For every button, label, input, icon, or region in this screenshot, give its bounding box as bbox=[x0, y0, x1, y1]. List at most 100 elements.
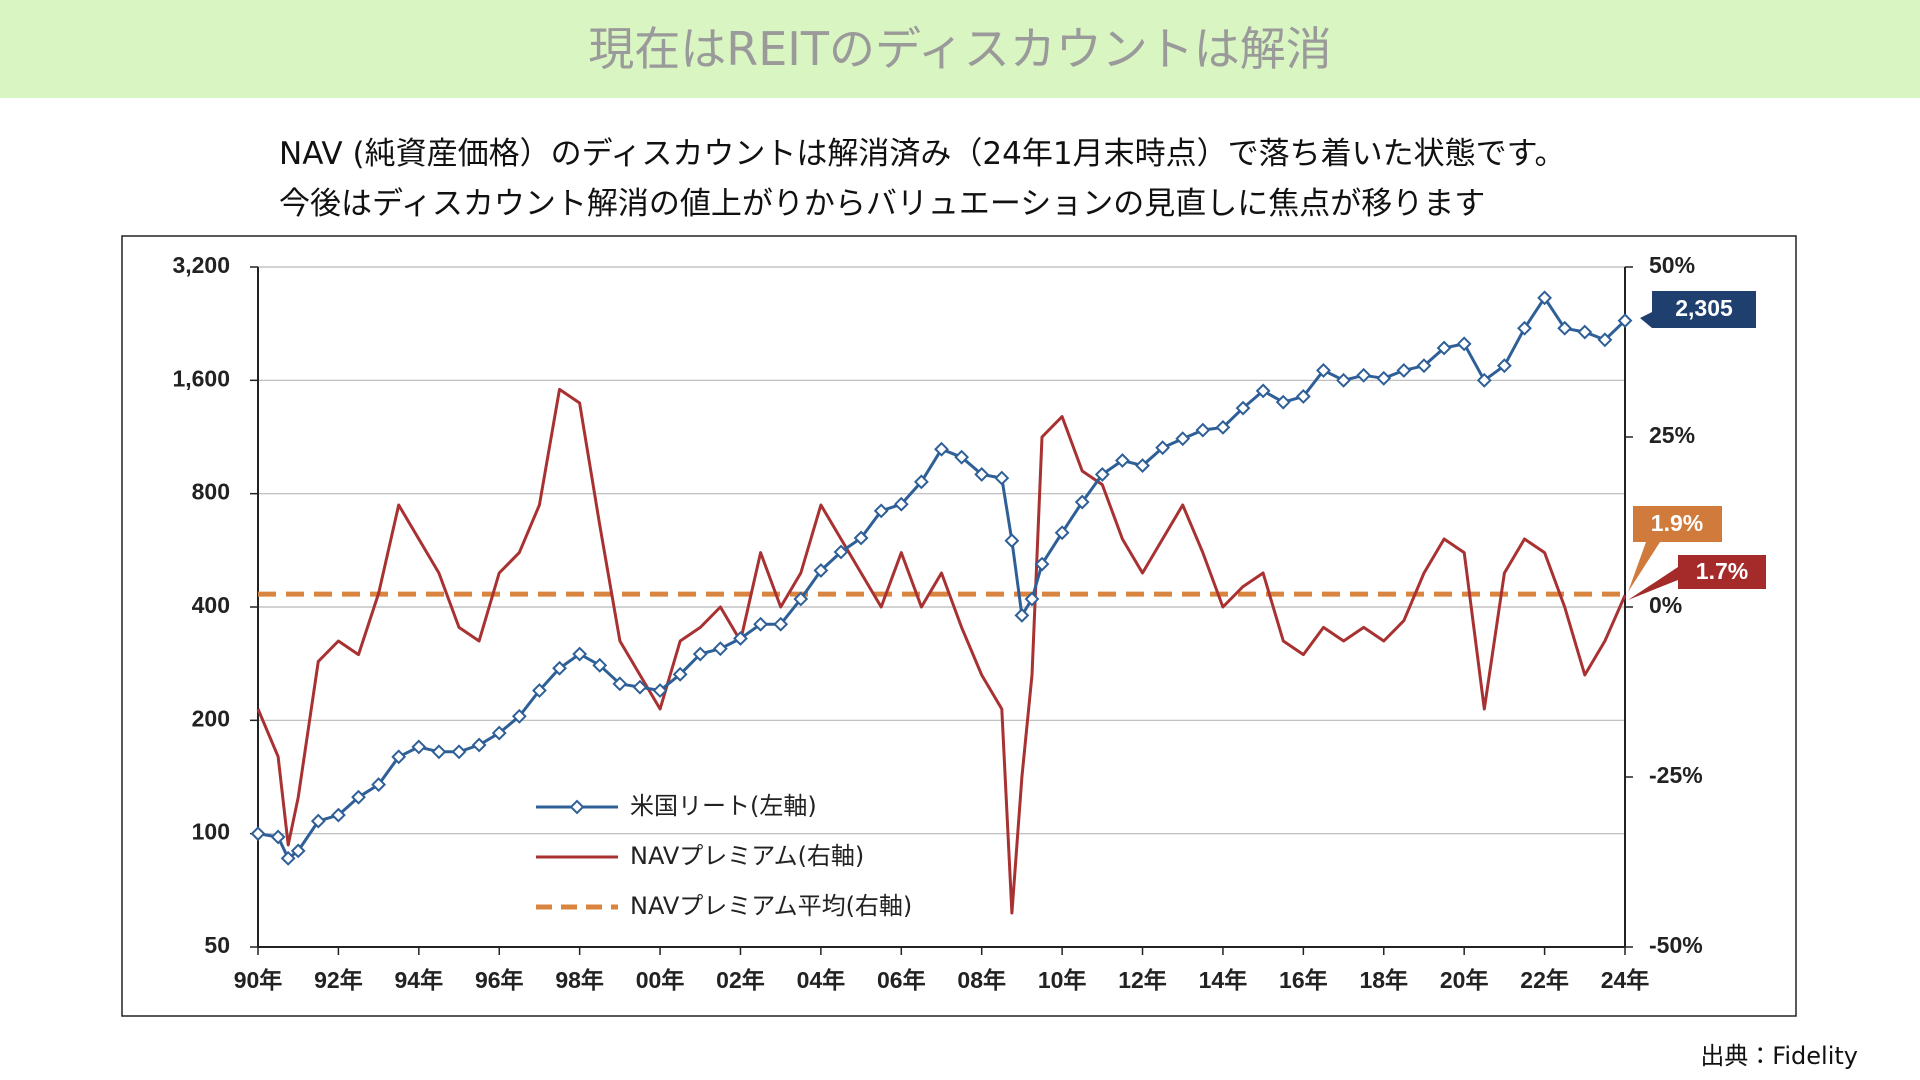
point-marker bbox=[793, 591, 809, 607]
x-tick-label: 02年 bbox=[716, 967, 765, 993]
legend-label: NAVプレミアム(右軸) bbox=[630, 842, 864, 870]
source: 出典：Fidelity bbox=[1700, 1042, 1858, 1070]
point-marker bbox=[873, 503, 889, 519]
point-marker bbox=[1295, 389, 1311, 404]
point-marker bbox=[954, 449, 970, 465]
point-marker bbox=[632, 679, 648, 695]
point-marker bbox=[1396, 363, 1412, 378]
point-marker bbox=[280, 850, 296, 866]
subtitle: 今後はディスカウント解消の値上がりからバリュエーションの見直しに焦点が移ります bbox=[279, 186, 1486, 222]
point-marker bbox=[1074, 494, 1090, 510]
x-tick-label: 20年 bbox=[1440, 967, 1489, 993]
point-marker bbox=[250, 826, 266, 842]
y2-tick-label: -50% bbox=[1649, 932, 1703, 958]
y-tick-label: 200 bbox=[192, 705, 230, 731]
y-tick-label: 1,600 bbox=[172, 365, 230, 391]
point-marker bbox=[532, 683, 547, 698]
point-marker bbox=[1054, 525, 1070, 541]
point-marker bbox=[833, 544, 849, 560]
y2-tick-label: -25% bbox=[1649, 762, 1703, 788]
subtitle: NAV (純資産価格）のディスカウントは解消済み（24年1月末時点）で落ち着いた… bbox=[279, 136, 1566, 172]
x-tick-label: 90年 bbox=[234, 967, 283, 993]
point-marker bbox=[431, 744, 447, 760]
chart-frame bbox=[121, 235, 1797, 1017]
point-marker bbox=[1004, 533, 1020, 549]
x-tick-label: 92年 bbox=[314, 967, 363, 993]
page-title: 現在はREITのディスカウントは解消 bbox=[0, 0, 1920, 98]
point-marker bbox=[994, 470, 1010, 486]
point-marker bbox=[310, 813, 326, 829]
point-marker bbox=[1496, 358, 1512, 374]
point-marker bbox=[753, 616, 768, 632]
y-tick-label: 50 bbox=[204, 932, 230, 958]
point-marker bbox=[351, 789, 366, 805]
point-marker bbox=[913, 474, 929, 490]
point-marker bbox=[290, 843, 306, 859]
legend-label: NAVプレミアム平均(右軸) bbox=[630, 892, 912, 920]
point-marker bbox=[813, 563, 829, 578]
point-marker bbox=[572, 646, 588, 662]
point-marker bbox=[1135, 458, 1150, 473]
point-marker bbox=[411, 739, 427, 755]
point-marker bbox=[1024, 591, 1040, 607]
point-marker bbox=[934, 441, 949, 457]
point-marker bbox=[330, 807, 346, 823]
legend-label: 米国リート(左軸) bbox=[630, 792, 817, 820]
point-marker bbox=[1597, 332, 1613, 348]
x-tick-label: 00年 bbox=[636, 967, 685, 993]
point-marker bbox=[1195, 422, 1211, 438]
point-marker bbox=[1316, 363, 1331, 378]
x-tick-label: 08年 bbox=[957, 967, 1006, 993]
point-marker bbox=[652, 683, 668, 698]
point-marker bbox=[1235, 400, 1251, 416]
y-tick-label: 3,200 bbox=[172, 252, 230, 278]
point-marker bbox=[471, 737, 487, 753]
point-marker bbox=[1517, 320, 1532, 336]
x-tick-label: 98年 bbox=[555, 967, 604, 993]
x-tick-label: 22年 bbox=[1520, 967, 1569, 993]
point-marker bbox=[1275, 394, 1291, 410]
point-marker bbox=[1617, 313, 1633, 329]
point-marker bbox=[893, 496, 909, 512]
point-marker bbox=[1557, 320, 1573, 336]
point-marker bbox=[712, 641, 728, 657]
point-marker bbox=[773, 616, 789, 632]
point-marker bbox=[371, 777, 387, 793]
point-marker bbox=[592, 657, 608, 673]
callout-label: 2,305 bbox=[1675, 295, 1733, 321]
callout-label: 1.7% bbox=[1696, 558, 1748, 584]
point-marker bbox=[1155, 440, 1171, 456]
point-marker bbox=[491, 725, 507, 741]
point-marker bbox=[1476, 372, 1492, 388]
point-marker bbox=[733, 631, 748, 646]
x-tick-label: 04年 bbox=[797, 967, 846, 993]
point-marker bbox=[552, 660, 567, 676]
y2-tick-label: 25% bbox=[1649, 422, 1695, 448]
point-marker bbox=[1094, 466, 1110, 482]
y-tick-label: 800 bbox=[192, 479, 230, 505]
callout-label: 1.9% bbox=[1651, 510, 1703, 536]
callout-box bbox=[1640, 291, 1756, 328]
callout-box bbox=[1628, 555, 1766, 600]
point-marker bbox=[853, 530, 869, 546]
point-marker bbox=[1336, 372, 1351, 388]
point-marker bbox=[1034, 556, 1050, 572]
point-marker bbox=[612, 676, 628, 692]
series-line bbox=[256, 387, 1627, 915]
x-tick-label: 18年 bbox=[1359, 967, 1408, 993]
point-marker bbox=[1416, 358, 1432, 374]
point-marker bbox=[1577, 324, 1593, 340]
point-marker bbox=[1255, 383, 1271, 399]
x-tick-label: 96年 bbox=[475, 967, 524, 993]
legend-marker bbox=[569, 799, 585, 815]
x-tick-label: 10年 bbox=[1038, 967, 1087, 993]
point-marker bbox=[1537, 290, 1553, 306]
callout-box bbox=[1628, 506, 1722, 592]
point-marker bbox=[974, 466, 990, 482]
point-marker bbox=[1356, 367, 1372, 383]
point-marker bbox=[1115, 453, 1130, 468]
y-tick-label: 400 bbox=[192, 592, 230, 618]
point-marker bbox=[451, 744, 467, 760]
point-marker bbox=[1436, 340, 1452, 356]
